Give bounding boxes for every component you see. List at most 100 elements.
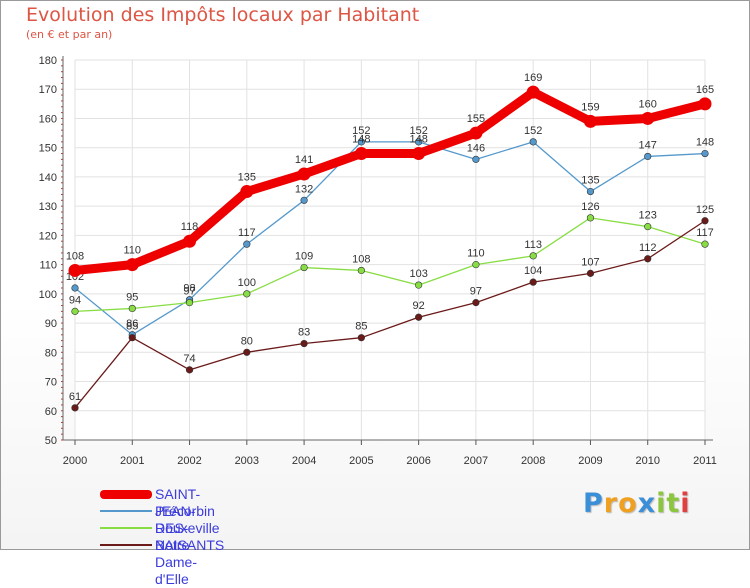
data-point — [472, 155, 480, 163]
data-label: 135 — [238, 172, 256, 184]
data-label: 155 — [467, 113, 485, 125]
x-tick-label: 2005 — [349, 455, 373, 467]
data-point — [701, 217, 709, 225]
y-tick-label: 140 — [39, 172, 57, 184]
y-tick-label: 110 — [39, 260, 57, 272]
data-point — [529, 138, 537, 146]
legend-label: SAINT-JEAN-DES-BAISANTS — [155, 486, 225, 553]
data-point — [644, 255, 652, 263]
y-tick-label: 100 — [39, 289, 57, 301]
data-label: 97 — [183, 286, 195, 298]
data-point — [701, 149, 709, 158]
logo-letter: i — [656, 488, 667, 519]
data-label: 109 — [295, 251, 313, 263]
data-label: 97 — [470, 286, 482, 298]
legend-label: Notre-Dame-d'Elle — [155, 537, 198, 587]
data-point — [472, 261, 480, 269]
data-point — [586, 269, 595, 277]
data-point — [297, 167, 311, 181]
data-label: 74 — [183, 353, 195, 365]
data-label: 80 — [241, 335, 253, 347]
data-label: 152 — [524, 125, 542, 137]
logo-letter: t — [666, 488, 681, 519]
data-point — [125, 258, 139, 272]
x-tick-label: 2000 — [63, 455, 87, 467]
legend-swatch — [100, 527, 152, 529]
data-point — [415, 281, 423, 289]
data-point — [354, 147, 368, 161]
data-label: 95 — [126, 291, 138, 303]
data-point — [128, 334, 136, 342]
data-point — [300, 339, 308, 348]
y-tick-label: 120 — [39, 230, 57, 242]
data-label: 117 — [238, 227, 256, 239]
data-point — [644, 152, 652, 161]
data-label: 94 — [69, 294, 81, 306]
legend-label: Rouxeville — [155, 520, 220, 536]
data-point — [412, 147, 426, 161]
data-point — [644, 223, 652, 231]
data-label: 100 — [238, 277, 256, 289]
data-point — [128, 304, 136, 313]
data-label: 165 — [696, 84, 714, 96]
data-label: 110 — [123, 245, 141, 257]
data-point — [243, 290, 251, 298]
data-label: 92 — [413, 300, 425, 312]
proxiti-logo: Proxiti — [583, 488, 691, 519]
data-point — [240, 185, 254, 199]
data-label: 148 — [352, 134, 370, 146]
data-label: 61 — [69, 391, 81, 403]
data-point — [185, 299, 194, 307]
data-label: 141 — [295, 154, 313, 166]
data-label: 126 — [581, 201, 599, 213]
data-point — [701, 240, 709, 248]
x-tick-label: 2002 — [177, 455, 201, 467]
data-point — [300, 263, 308, 272]
x-tick-label: 2001 — [120, 455, 144, 467]
series-line — [74, 141, 706, 336]
data-label: 169 — [524, 72, 542, 84]
data-label: 83 — [298, 327, 310, 339]
data-point — [71, 404, 79, 412]
data-point — [698, 97, 712, 111]
data-point — [183, 234, 197, 248]
data-point — [357, 266, 365, 275]
data-label: 118 — [181, 221, 199, 233]
data-point — [415, 313, 423, 321]
data-label: 107 — [581, 256, 599, 268]
data-point — [469, 126, 483, 140]
data-label: 113 — [524, 239, 542, 251]
data-label: 108 — [66, 250, 84, 262]
data-label: 152 — [409, 125, 427, 137]
data-label: 152 — [352, 125, 370, 137]
data-point — [243, 348, 251, 356]
x-tick-label: 2007 — [464, 455, 488, 467]
data-point — [68, 263, 82, 277]
y-tick-label: 130 — [39, 201, 57, 213]
data-point — [357, 334, 365, 342]
series-line — [70, 87, 710, 275]
data-label: 160 — [639, 98, 657, 110]
data-label: 123 — [639, 210, 657, 222]
data-point — [71, 307, 79, 315]
data-point — [357, 138, 365, 146]
data-label: 117 — [696, 227, 714, 239]
x-tick-label: 2010 — [635, 455, 659, 467]
data-point — [583, 114, 597, 128]
x-tick-label: 2008 — [521, 455, 545, 467]
legend-swatch — [100, 489, 152, 499]
x-tick-label: 2011 — [693, 455, 717, 467]
y-tick-label: 150 — [39, 143, 57, 155]
data-point — [641, 111, 655, 125]
chart-subtitle: (en € et par an) — [26, 28, 113, 41]
data-point — [586, 187, 595, 196]
series-line — [74, 217, 706, 313]
data-label: 159 — [581, 101, 599, 113]
logo-letter: x — [637, 488, 657, 519]
data-label: 110 — [467, 248, 485, 260]
data-point — [71, 284, 79, 292]
x-tick-label: 2004 — [292, 455, 316, 467]
x-tick-label: 2003 — [235, 455, 259, 467]
data-label: 112 — [639, 242, 657, 254]
logo-letter: i — [680, 488, 691, 519]
